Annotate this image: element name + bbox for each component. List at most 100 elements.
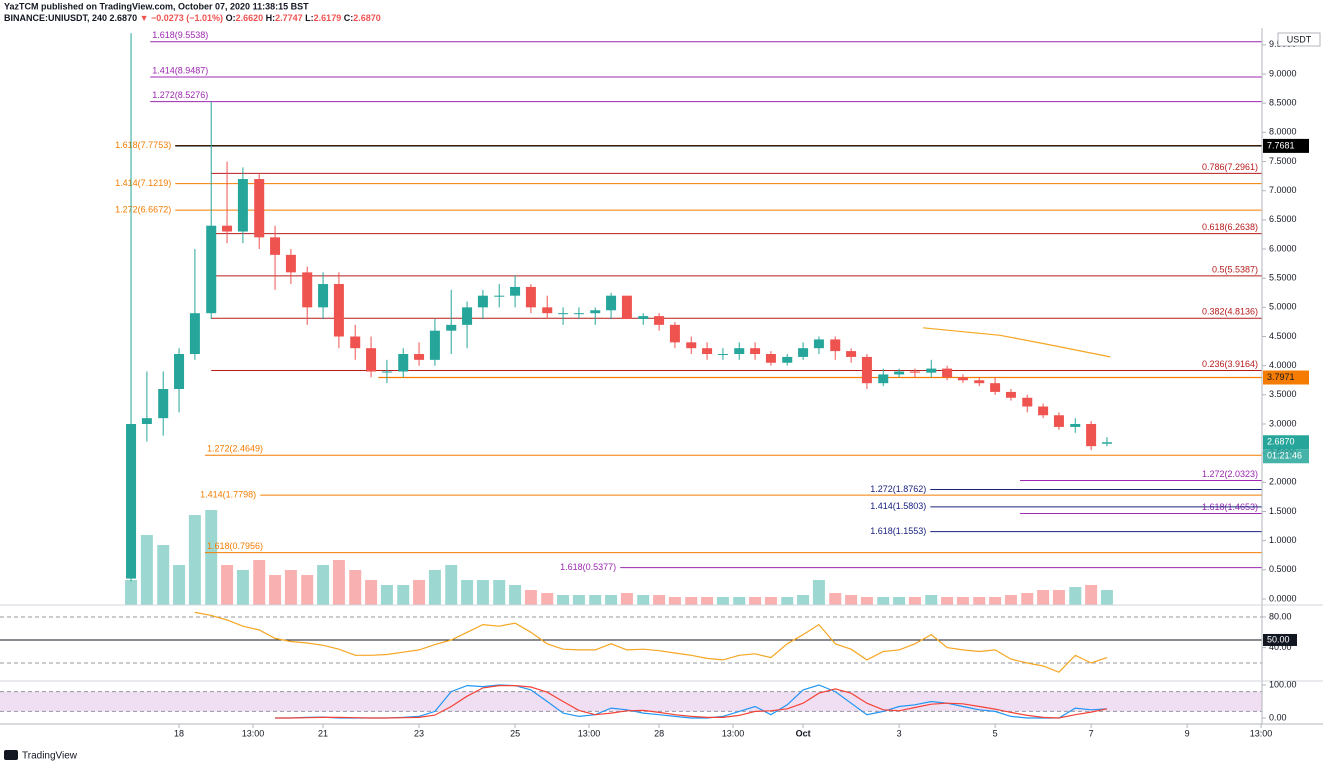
candle-body — [302, 272, 313, 308]
volume-bar — [349, 570, 362, 605]
moving-average — [923, 327, 1111, 358]
candle-body — [782, 356, 793, 363]
fib-label: 0.786(7.2961) — [1202, 162, 1258, 172]
fib-label: 1.272(8.5276) — [152, 90, 208, 100]
stoch-tick-label: 100.00 — [1269, 679, 1297, 689]
candle-body — [669, 324, 680, 343]
logo-icon — [4, 750, 18, 760]
h-key: H: — [266, 13, 276, 23]
countdown-box — [1263, 449, 1309, 464]
candle-body — [894, 371, 905, 375]
candle-body — [654, 316, 665, 325]
candle-body — [813, 339, 824, 349]
fib-label: 1.272(6.6672) — [115, 204, 171, 214]
candle-body — [686, 342, 697, 349]
volume-bar — [589, 595, 602, 605]
candle-body — [510, 286, 521, 296]
fib-label: 0.618(6.2638) — [1202, 222, 1258, 232]
y-tick-label: 8.5000 — [1269, 98, 1297, 108]
c-value: 2.6870 — [353, 13, 381, 23]
x-tick-label: 28 — [654, 728, 664, 738]
y-tick-label: 6.5000 — [1269, 214, 1297, 224]
y-tick-label: 8.0000 — [1269, 127, 1297, 137]
candle-body — [494, 295, 505, 297]
volume-bar — [572, 595, 585, 605]
volume-bar — [413, 580, 426, 605]
volume-bar — [445, 565, 458, 605]
axis-tag-label: 3.7971 — [1267, 372, 1295, 382]
candle-body — [126, 424, 137, 579]
volume-bar — [637, 595, 650, 605]
volume-bar — [140, 535, 153, 605]
candle-body — [525, 286, 536, 308]
y-tick-label: 5.5000 — [1269, 273, 1297, 283]
x-tick-label: 9 — [1185, 728, 1190, 738]
x-tick-label: 21 — [318, 728, 328, 738]
volume-bar — [1004, 595, 1017, 605]
candle-body — [542, 307, 553, 314]
volume-bar — [1085, 585, 1098, 605]
candle-body — [237, 179, 248, 232]
candle-body — [974, 380, 985, 384]
plot: 1.618(9.5538) 1.414(8.9487) 1.272(8.5276) 1… — [0, 30, 1262, 719]
volume-bar — [461, 580, 474, 605]
candle-body — [222, 225, 233, 232]
h-value: 2.7747 — [275, 13, 303, 23]
volume-bar — [380, 585, 393, 605]
candle-body — [462, 307, 473, 325]
volume-bar — [1052, 590, 1065, 605]
volume-bar — [317, 565, 330, 605]
volume-bar — [701, 597, 714, 605]
x-tick-label: 7 — [1089, 728, 1094, 738]
y-tick-label: 1.5000 — [1269, 506, 1297, 516]
volume-bar — [157, 545, 170, 605]
volume-bar — [716, 597, 729, 605]
volume-bar — [620, 593, 633, 605]
y-tick-label: 1.0000 — [1269, 535, 1297, 545]
volume-bar — [812, 580, 825, 605]
volume-bar — [797, 595, 810, 605]
volume-bar — [668, 597, 681, 605]
volume-bar — [733, 597, 746, 605]
volume-bar — [221, 565, 234, 605]
rsi-tick-label: 50.00 — [1267, 634, 1290, 644]
y-tick-label: 4.0000 — [1269, 360, 1297, 370]
volume-bar — [781, 597, 794, 605]
volume-bar — [284, 570, 297, 605]
volume-bar — [541, 593, 554, 605]
axis-tag-box — [1263, 370, 1309, 385]
candle-body — [590, 310, 601, 314]
candle-body — [621, 295, 632, 320]
price: 2.6870 — [110, 13, 138, 23]
volume-bar — [605, 595, 618, 605]
last-price-box — [1263, 435, 1309, 450]
candle-body — [414, 354, 425, 360]
footer-logo: TradingView — [4, 750, 78, 762]
candle-body — [285, 254, 296, 273]
volume-bar — [653, 595, 666, 605]
volume-bar — [893, 597, 906, 605]
y-tick-label: 3.5000 — [1269, 389, 1297, 399]
last-price-label: 2.6870 — [1267, 437, 1295, 447]
fib-label: 1.414(8.9487) — [152, 65, 208, 75]
currency-label: USDT — [1287, 34, 1312, 44]
volume-bar — [557, 595, 570, 605]
candle-body — [189, 313, 200, 355]
y-tick-label: 7.5000 — [1269, 156, 1297, 166]
fib-label: 1.272(1.8762) — [870, 484, 926, 494]
candle-body — [1101, 442, 1112, 444]
x-tick-label: Oct — [796, 728, 811, 738]
fib-label: 1.618(7.7753) — [115, 140, 171, 150]
volume-bar — [1037, 590, 1050, 605]
candle-body — [206, 225, 217, 314]
candle-body — [254, 179, 265, 238]
o-value: 2.6620 — [236, 13, 264, 23]
volume-bar — [973, 597, 986, 605]
o-key: O: — [226, 13, 236, 23]
volume-bar — [476, 580, 489, 605]
candle-body — [926, 368, 937, 373]
volume-bar — [332, 560, 345, 605]
candle-body — [765, 354, 776, 363]
x-tick-label: 13:00 — [578, 728, 601, 738]
